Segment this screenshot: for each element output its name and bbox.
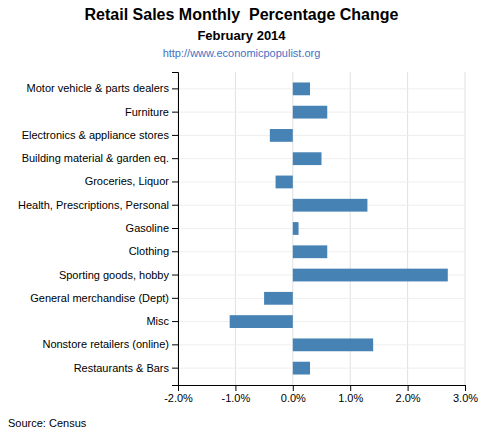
bar <box>270 129 293 142</box>
grid-line <box>178 321 465 322</box>
tick-mark <box>172 251 178 252</box>
tick-label: 0.0% <box>281 392 306 404</box>
tick: Health, Prescriptions, Personal <box>18 199 178 211</box>
tick: Restaurants & Bars <box>74 362 178 374</box>
grid-line <box>178 135 465 136</box>
tick-label: General merchandise (Dept) <box>30 292 169 304</box>
tick: -1.0% <box>222 385 251 404</box>
tick: Groceries, Liquor <box>85 175 178 187</box>
tick-mark <box>172 321 178 322</box>
url: http://www.economicpopulist.org <box>163 47 321 59</box>
bars <box>230 82 448 374</box>
tick-mark <box>172 298 178 299</box>
tick: Misc <box>146 315 178 327</box>
tick: Building material & garden eq. <box>22 152 178 164</box>
plot: -2.0% -1.0% 0.0% 1.0% 2.0% 3.0% Motor vehicle … <box>18 72 478 404</box>
tick: Nonstore retailers (online) <box>42 338 178 350</box>
tick: Motor vehicle & parts dealers <box>27 82 178 94</box>
bar <box>293 269 448 282</box>
bar <box>293 338 373 351</box>
tick: Clothing <box>129 245 178 257</box>
subtitle: February 2014 <box>197 28 286 43</box>
bar <box>230 315 293 328</box>
tick-mark <box>172 158 178 159</box>
tick-label: 2.0% <box>396 392 421 404</box>
bar <box>293 222 299 235</box>
tick-mark <box>172 181 178 182</box>
bar <box>293 199 368 212</box>
tick-mark <box>350 385 351 391</box>
tick-mark <box>172 88 178 89</box>
tick-label: -1.0% <box>222 392 251 404</box>
tick-label: Clothing <box>129 245 169 257</box>
tick-label: Misc <box>146 315 169 327</box>
tick-mark <box>235 385 236 391</box>
tick: 2.0% <box>396 385 421 404</box>
tick-mark <box>172 112 178 113</box>
tick-mark <box>172 228 178 229</box>
bar <box>264 292 293 305</box>
bar <box>293 82 310 95</box>
chart: Retail Sales Monthly Percentage Change Fe… <box>0 0 483 433</box>
title: Retail Sales Monthly Percentage Change <box>85 6 399 23</box>
grid-line <box>178 298 465 299</box>
source: Source: Census <box>8 417 87 429</box>
grid-line <box>178 228 465 229</box>
grid-line <box>178 181 465 182</box>
tick-label: 3.0% <box>453 392 478 404</box>
tick-mark <box>293 385 294 391</box>
tick-mark <box>172 205 178 206</box>
tick-mark <box>172 135 178 136</box>
tick-label: Sporting goods, hobby <box>59 269 170 281</box>
bar <box>293 106 327 119</box>
grid-line <box>178 88 465 89</box>
grid-line <box>178 368 465 369</box>
tick: Sporting goods, hobby <box>59 269 178 281</box>
tick-mark <box>408 385 409 391</box>
tick-mark <box>465 385 466 391</box>
axis-line <box>179 386 466 392</box>
x-axis: -2.0% -1.0% 0.0% 1.0% 2.0% 3.0% <box>164 385 478 404</box>
tick: Furniture <box>125 106 178 118</box>
tick-label: Nonstore retailers (online) <box>42 338 169 350</box>
tick-mark <box>172 368 178 369</box>
tick-label: Restaurants & Bars <box>74 362 170 374</box>
tick: Electronics & appliance stores <box>22 129 178 141</box>
tick: -2.0% <box>164 385 193 404</box>
bar <box>293 245 327 258</box>
tick-label: Health, Prescriptions, Personal <box>18 199 169 211</box>
tick: General merchandise (Dept) <box>30 292 178 304</box>
tick-label: Furniture <box>125 106 169 118</box>
tick: Gasoline <box>126 222 178 234</box>
bar <box>293 362 310 375</box>
grid <box>178 72 465 385</box>
bar <box>276 176 293 189</box>
tick-label: Motor vehicle & parts dealers <box>27 82 170 94</box>
tick-label: Electronics & appliance stores <box>22 129 170 141</box>
tick: 1.0% <box>338 385 363 404</box>
tick-mark <box>172 275 178 276</box>
tick-label: -2.0% <box>164 392 193 404</box>
tick-label: Building material & garden eq. <box>22 152 169 164</box>
tick-label: Groceries, Liquor <box>85 175 170 187</box>
axis-line <box>172 73 179 386</box>
tick: 3.0% <box>453 385 478 404</box>
y-axis: Motor vehicle & parts dealers Furniture El… <box>18 73 179 386</box>
bar <box>293 152 322 165</box>
tick-label: 1.0% <box>338 392 363 404</box>
tick-label: Gasoline <box>126 222 169 234</box>
tick-mark <box>172 344 178 345</box>
tick: 0.0% <box>281 385 306 404</box>
